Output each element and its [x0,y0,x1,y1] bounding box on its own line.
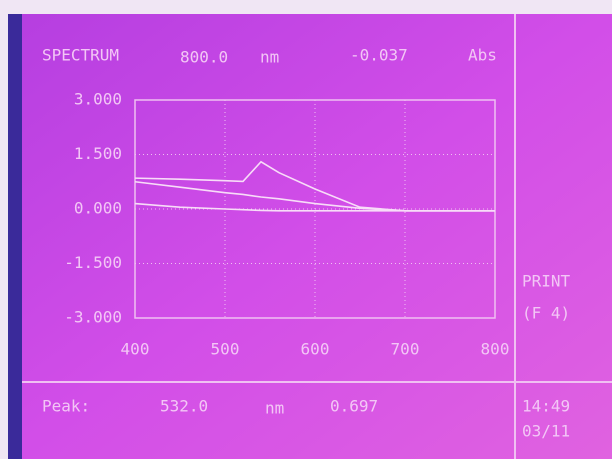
y-tick-label: -1.500 [64,253,122,272]
y-tick-label: 1.500 [74,144,122,163]
wavelength: 800.0 [180,48,228,67]
unit: nm [265,399,284,418]
peak-wavelength: 532.0 [160,397,208,416]
spectrum-line [134,202,495,212]
x-tick-label: 800 [481,340,510,359]
x-tick-label: 400 [121,340,150,359]
print-label[interactable]: PRINT [522,272,571,291]
unit: Abs [468,46,497,65]
plot: 3.000 1.500 0.000 -1.500 -3.000 400 500 600 700 8… [64,90,509,359]
x-tick-label: 500 [211,340,240,359]
peak-label: Peak: [42,397,90,416]
time: 14:49 [522,397,570,416]
display [8,14,612,459]
x-tick-label: 600 [301,340,330,359]
function-key[interactable]: (F 4) [522,304,570,323]
unit: nm [260,48,279,67]
y-tick-label: 0.000 [74,199,122,218]
mode: SPECTRUM [42,46,119,65]
y-tick-label: -3.000 [64,308,122,327]
peak-value: 0.697 [330,397,378,416]
edge [8,14,22,459]
x-tick-label: 700 [391,340,420,359]
y-tick-label: 3.000 [74,90,122,109]
reading: -0.037 [350,46,408,65]
date: 03/11 [522,422,570,441]
